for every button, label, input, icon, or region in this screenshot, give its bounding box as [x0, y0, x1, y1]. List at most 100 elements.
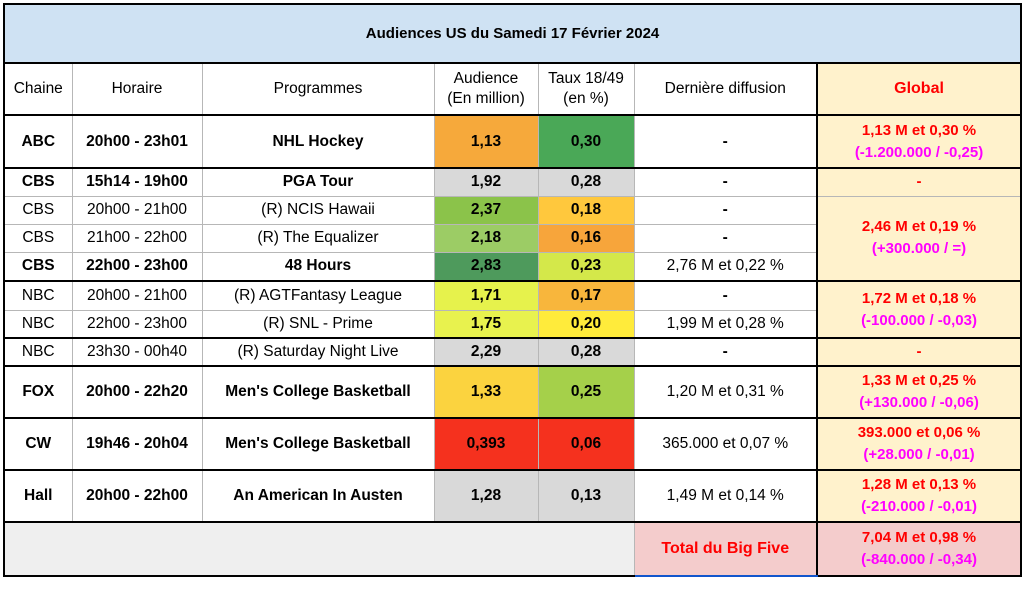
cell-audience: 2,37	[433, 195, 539, 225]
cell-audience: 2,83	[433, 251, 539, 282]
global-fox: 1,33 M et 0,25 % (+130.000 / -0,06)	[815, 365, 1023, 419]
global-cw-line1: 393.000 et 0,06 %	[857, 424, 981, 441]
cell-derniere: 1,99 M et 0,28 %	[633, 309, 818, 339]
global-nbc-prime: 1,72 M et 0,18 % (-100.000 / -0,03)	[815, 280, 1023, 339]
cell-horaire: 21h00 - 22h00	[71, 223, 203, 253]
audience-table: Audiences US du Samedi 17 Février 2024 C…	[2, 3, 1023, 577]
cell-taux: 0,20	[537, 309, 635, 339]
cell-taux: 0,18	[537, 195, 635, 225]
cell-horaire: 22h00 - 23h00	[71, 309, 203, 339]
cell-derniere: -	[633, 195, 818, 225]
header-chaine: Chaine	[3, 62, 73, 116]
cell-audience: 0,393	[433, 417, 539, 471]
cell-programme: Men's College Basketball	[201, 365, 435, 419]
cell-programme: (R) NCIS Hawaii	[201, 195, 435, 225]
cell-horaire: 20h00 - 23h01	[71, 114, 203, 169]
global-abc-line1: 1,13 M et 0,30 %	[861, 121, 977, 139]
cell-programme: (R) SNL - Prime	[201, 309, 435, 339]
cell-taux: 0,16	[537, 223, 635, 253]
global-cw-line2: (+28.000 / -0,01)	[863, 446, 975, 463]
header-audience-line2: (En million)	[447, 90, 525, 107]
cell-programme: (R) AGTFantasy League	[201, 280, 435, 311]
cell-horaire: 20h00 - 22h20	[71, 365, 203, 419]
global-nbc-prime-line2: (-100.000 / -0,03)	[861, 311, 977, 329]
cell-horaire: 20h00 - 22h00	[71, 469, 203, 523]
cell-taux: 0,17	[537, 280, 635, 311]
cell-taux: 0,28	[537, 337, 635, 367]
global-cbs-pga: -	[815, 167, 1023, 197]
global-nbc-late-value: -	[916, 343, 922, 360]
cell-audience: 1,33	[433, 365, 539, 419]
global-cbs-prime: 2,46 M et 0,19 % (+300.000 / =)	[815, 195, 1023, 282]
global-nbc-prime-line1: 1,72 M et 0,18 %	[861, 289, 977, 307]
cell-programme: PGA Tour	[201, 167, 435, 197]
global-cw: 393.000 et 0,06 % (+28.000 / -0,01)	[815, 417, 1023, 471]
cell-audience: 1,75	[433, 309, 539, 339]
global-fox-line1: 1,33 M et 0,25 %	[861, 372, 977, 389]
table-title: Audiences US du Samedi 17 Février 2024	[2, 3, 1023, 64]
cell-taux: 0,13	[537, 469, 635, 523]
cell-taux: 0,23	[537, 251, 635, 282]
header-global: Global	[815, 62, 1023, 116]
cell-chaine: CBS	[3, 251, 73, 282]
cell-chaine: CBS	[3, 195, 73, 225]
global-abc: 1,13 M et 0,30 % (-1.200.000 / -0,25)	[815, 114, 1023, 169]
cell-chaine: Hall	[3, 469, 73, 523]
global-hall-line2: (-210.000 / -0,01)	[861, 498, 977, 515]
global-cbs-prime-line1: 2,46 M et 0,19 %	[861, 218, 977, 236]
cell-chaine: CW	[3, 417, 73, 471]
cell-programme: (R) The Equalizer	[201, 223, 435, 253]
global-hall-line1: 1,28 M et 0,13 %	[861, 476, 977, 493]
total-global: 7,04 M et 0,98 % (-840.000 / -0,34)	[815, 521, 1023, 577]
cell-programme: An American In Austen	[201, 469, 435, 523]
cell-chaine: FOX	[3, 365, 73, 419]
cell-programme: Men's College Basketball	[201, 417, 435, 471]
cell-chaine: NBC	[3, 280, 73, 311]
cell-derniere: -	[633, 223, 818, 253]
cell-horaire: 19h46 - 20h04	[71, 417, 203, 471]
header-taux-line1: Taux 18/49	[548, 70, 624, 87]
cell-horaire: 23h30 - 00h40	[71, 337, 203, 367]
cell-derniere: 1,20 M et 0,31 %	[633, 365, 818, 419]
header-programmes: Programmes	[201, 62, 435, 116]
cell-audience: 1,28	[433, 469, 539, 523]
cell-derniere: 365.000 et 0,07 %	[633, 417, 818, 471]
cell-chaine: NBC	[3, 309, 73, 339]
cell-programme: (R) Saturday Night Live	[201, 337, 435, 367]
cell-taux: 0,30	[537, 114, 635, 169]
cell-horaire: 20h00 - 21h00	[71, 280, 203, 311]
header-audience: Audience (En million)	[433, 62, 539, 116]
cell-horaire: 22h00 - 23h00	[71, 251, 203, 282]
global-abc-line2: (-1.200.000 / -0,25)	[854, 143, 984, 161]
cell-derniere: 2,76 M et 0,22 %	[633, 251, 818, 282]
cell-horaire: 20h00 - 21h00	[71, 195, 203, 225]
cell-taux: 0,25	[537, 365, 635, 419]
total-blank-area	[3, 521, 635, 577]
total-global-line2: (-840.000 / -0,34)	[861, 551, 977, 568]
global-cbs-pga-value: -	[916, 173, 922, 191]
cell-audience: 1,92	[433, 167, 539, 197]
cell-derniere: -	[633, 114, 818, 169]
cell-programme: 48 Hours	[201, 251, 435, 282]
cell-chaine: CBS	[3, 223, 73, 253]
cell-programme: NHL Hockey	[201, 114, 435, 169]
header-taux-line2: (en %)	[563, 90, 609, 107]
cell-audience: 2,29	[433, 337, 539, 367]
cell-chaine: CBS	[3, 167, 73, 197]
global-fox-line2: (+130.000 / -0,06)	[859, 394, 979, 411]
cell-chaine: NBC	[3, 337, 73, 367]
header-horaire: Horaire	[71, 62, 203, 116]
total-label: Total du Big Five	[633, 521, 818, 577]
header-derniere-diffusion: Dernière diffusion	[633, 62, 818, 116]
cell-audience: 1,71	[433, 280, 539, 311]
total-global-line1: 7,04 M et 0,98 %	[861, 529, 977, 546]
cell-audience: 2,18	[433, 223, 539, 253]
cell-derniere: -	[633, 280, 818, 311]
header-taux: Taux 18/49 (en %)	[537, 62, 635, 116]
cell-derniere: 1,49 M et 0,14 %	[633, 469, 818, 523]
cell-taux: 0,28	[537, 167, 635, 197]
cell-chaine: ABC	[3, 114, 73, 169]
global-hall: 1,28 M et 0,13 % (-210.000 / -0,01)	[815, 469, 1023, 523]
header-audience-line1: Audience	[453, 70, 519, 87]
